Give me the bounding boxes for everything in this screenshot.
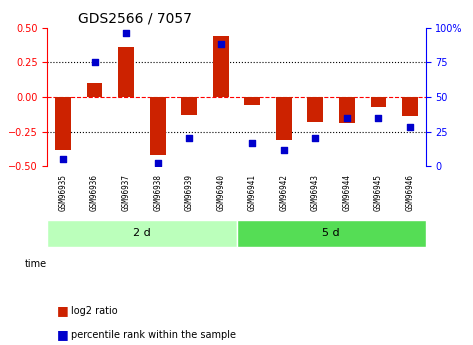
Bar [213, 36, 228, 97]
Bar [118, 47, 134, 97]
Text: log2 ratio: log2 ratio [71, 306, 118, 315]
Point [123, 30, 130, 36]
Text: 5 d: 5 d [322, 228, 340, 238]
Point [59, 156, 67, 162]
Text: ■: ■ [57, 304, 69, 317]
Bar [276, 97, 292, 140]
Point [248, 140, 256, 145]
Bar [55, 97, 71, 149]
Text: GSM96935: GSM96935 [59, 174, 68, 211]
Point [185, 136, 193, 141]
Text: GSM96937: GSM96937 [122, 174, 131, 211]
Text: GSM96946: GSM96946 [405, 174, 414, 211]
Text: GSM96938: GSM96938 [153, 174, 162, 211]
FancyBboxPatch shape [47, 220, 237, 247]
Text: GSM96942: GSM96942 [279, 174, 289, 211]
Point [375, 115, 382, 120]
Point [280, 147, 288, 152]
Text: percentile rank within the sample: percentile rank within the sample [71, 330, 236, 339]
FancyBboxPatch shape [236, 220, 426, 247]
Text: GSM96945: GSM96945 [374, 174, 383, 211]
Text: GSM96936: GSM96936 [90, 174, 99, 211]
Point [406, 125, 414, 130]
Text: GSM96940: GSM96940 [216, 174, 225, 211]
Text: GSM96939: GSM96939 [184, 174, 194, 211]
Bar [245, 97, 260, 105]
Point [312, 136, 319, 141]
Bar [87, 83, 103, 97]
Text: GDS2566 / 7057: GDS2566 / 7057 [78, 11, 192, 25]
Text: 2 d: 2 d [133, 228, 151, 238]
Text: GSM96941: GSM96941 [248, 174, 257, 211]
Point [343, 115, 350, 120]
Bar [150, 97, 166, 155]
Bar [339, 97, 355, 123]
Point [91, 59, 98, 65]
Text: ■: ■ [57, 328, 69, 341]
Bar [307, 97, 323, 122]
Point [217, 41, 225, 47]
Text: GSM96944: GSM96944 [342, 174, 351, 211]
Bar [181, 97, 197, 115]
Text: time: time [25, 258, 47, 268]
Bar [402, 97, 418, 116]
Bar [370, 97, 386, 107]
Text: GSM96943: GSM96943 [311, 174, 320, 211]
Point [154, 161, 161, 166]
